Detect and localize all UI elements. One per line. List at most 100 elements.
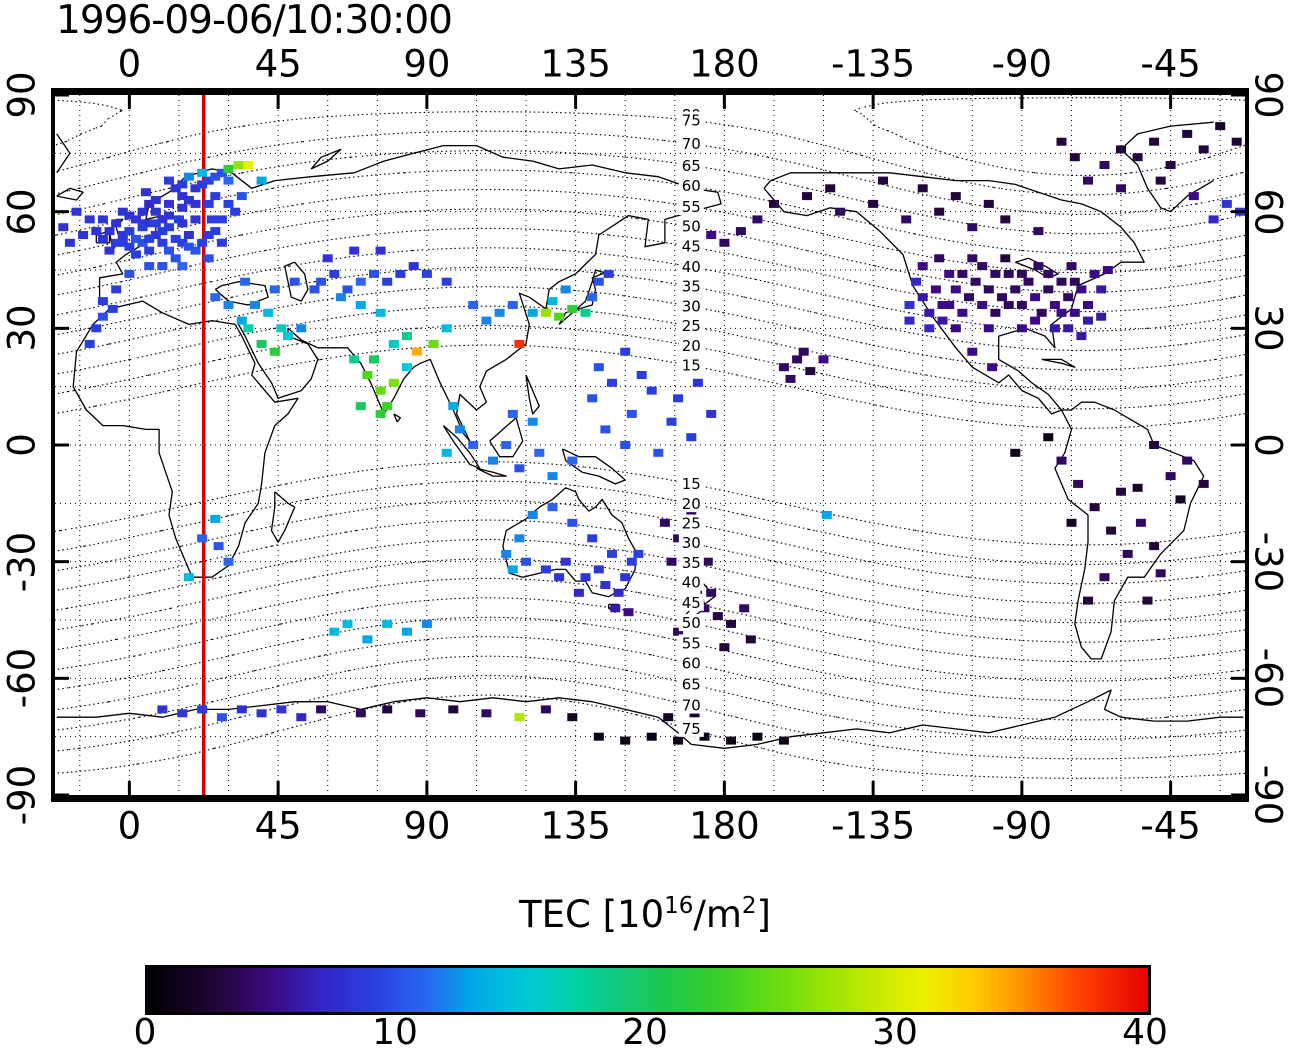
tec-point — [514, 339, 525, 348]
contour-label: 40 — [682, 574, 701, 592]
tec-point — [554, 573, 565, 582]
tec-point — [1023, 277, 1034, 286]
y-tick-label-right: 60 — [1246, 188, 1290, 236]
tec-point — [243, 161, 254, 169]
tec-point — [144, 262, 155, 271]
colorbar-title-end: ] — [756, 893, 771, 936]
tec-point — [610, 604, 621, 613]
coastline — [561, 448, 626, 485]
tec-point — [183, 242, 194, 251]
tec-point — [825, 184, 836, 193]
tec-point — [735, 227, 746, 236]
contour-line — [55, 97, 1245, 177]
tec-point — [177, 203, 188, 212]
tec-point — [1000, 254, 1011, 263]
tec-point — [990, 269, 1001, 278]
tec-point — [554, 312, 565, 321]
colorbar-title-exp1: 16 — [664, 893, 694, 919]
tec-point — [507, 565, 518, 574]
tec-point — [468, 441, 479, 449]
tec-point — [937, 316, 948, 325]
tec-point — [1116, 145, 1126, 154]
contour-line — [55, 111, 1245, 196]
tec-point — [104, 246, 115, 255]
tec-point — [1073, 479, 1084, 488]
tec-point — [190, 199, 201, 208]
x-tick-label-top: 45 — [254, 42, 302, 86]
tec-point — [600, 581, 611, 589]
tec-point — [659, 518, 670, 527]
tec-point — [144, 246, 155, 255]
tec-point — [1056, 137, 1067, 146]
contour-line — [55, 577, 1245, 663]
axis-frame-layer — [51, 88, 1249, 802]
contour-line — [55, 480, 1245, 565]
y-tick-label-left: 90 — [0, 71, 44, 119]
tec-point — [1066, 518, 1077, 527]
tec-point — [937, 301, 948, 309]
tec-point — [1049, 301, 1060, 309]
contour-label-bg — [678, 654, 704, 672]
x-tick-label-bottom: -135 — [831, 804, 916, 848]
contour-layer — [55, 97, 1245, 779]
contour-label: 75 — [682, 720, 701, 738]
contour-line — [55, 519, 1245, 604]
y-tick-label-left: 30 — [0, 304, 44, 352]
x-tick-label-bottom: 180 — [689, 804, 760, 848]
x-tick-label-bottom: -90 — [991, 804, 1053, 848]
contour-label: 55 — [682, 634, 701, 652]
tec-point — [170, 234, 181, 243]
tec-point — [1063, 324, 1074, 333]
tec-point — [607, 549, 617, 558]
tec-point — [1221, 199, 1232, 208]
tec-point — [1043, 433, 1054, 442]
tec-point — [216, 713, 227, 722]
tec-point — [144, 234, 155, 243]
tec-point — [501, 549, 512, 558]
tec-point — [369, 355, 379, 364]
tec-point — [778, 736, 789, 745]
tec-point — [412, 347, 422, 356]
tec-point — [1030, 293, 1041, 302]
tec-point — [157, 215, 168, 224]
axis-right-bar — [1245, 88, 1249, 802]
tec-point — [706, 231, 717, 239]
tec-point — [739, 604, 750, 613]
x-tick-label-bottom: -45 — [1140, 804, 1201, 848]
contour-line — [55, 344, 1245, 429]
tec-point — [223, 557, 234, 566]
tec-point — [593, 732, 604, 741]
tec-point — [488, 456, 498, 465]
tec-point — [917, 293, 928, 302]
tec-point — [1175, 495, 1186, 504]
tec-point — [593, 565, 604, 574]
tec-point — [137, 207, 148, 216]
contour-line — [55, 655, 1245, 740]
tec-point — [481, 316, 492, 325]
contour-label: 35 — [682, 277, 701, 295]
tec-point — [157, 227, 168, 236]
tec-point — [507, 409, 518, 418]
tec-point — [673, 736, 684, 745]
contour-label-bg — [678, 217, 704, 235]
colorbar-title-main: TEC [10 — [519, 893, 665, 936]
coastline — [284, 261, 309, 302]
tec-point — [236, 705, 247, 714]
colorbar-tick-label: 10 — [372, 1012, 418, 1053]
tec-point — [983, 199, 994, 208]
tec-point — [216, 168, 227, 177]
tec-point — [117, 207, 128, 216]
coastline — [442, 425, 481, 469]
tec-point — [382, 705, 393, 714]
y-tick-label-left: -90 — [0, 764, 44, 826]
tec-point — [207, 215, 217, 224]
tec-point — [623, 608, 634, 617]
tec-point — [342, 619, 353, 628]
contour-label: 60 — [682, 177, 701, 195]
tec-point — [402, 363, 412, 372]
tec-point — [587, 394, 598, 403]
tec-point — [521, 557, 531, 566]
tec-point — [355, 709, 366, 718]
tec-point — [170, 254, 181, 263]
tec-point — [514, 713, 525, 722]
